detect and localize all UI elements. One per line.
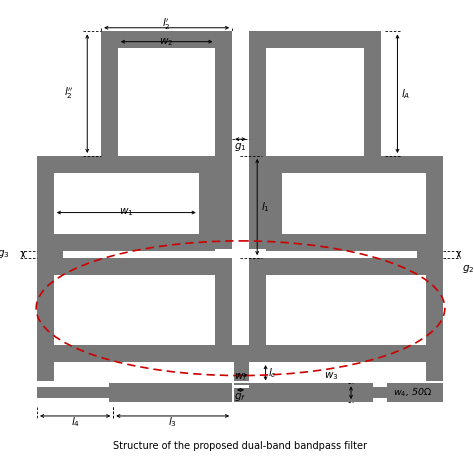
- Bar: [265, 156, 443, 251]
- Text: $l_1$: $l_1$: [261, 200, 270, 214]
- Bar: [417, 251, 443, 258]
- Text: $g_2$: $g_2$: [462, 263, 474, 275]
- Bar: [37, 258, 54, 362]
- Text: $l_c$: $l_c$: [268, 366, 277, 380]
- Bar: [37, 345, 232, 362]
- Bar: [249, 258, 443, 275]
- Bar: [37, 362, 54, 380]
- Text: Structure of the proposed dual-band bandpass filter: Structure of the proposed dual-band band…: [113, 441, 367, 451]
- Text: $l_2'$: $l_2'$: [162, 16, 171, 32]
- Text: $l_2''$: $l_2''$: [64, 86, 73, 101]
- Bar: [234, 380, 249, 383]
- Text: $l_4$: $l_4$: [71, 416, 80, 429]
- Bar: [37, 258, 232, 275]
- Text: $g_1$: $g_1$: [234, 141, 247, 152]
- Bar: [369, 387, 389, 399]
- Bar: [232, 345, 265, 362]
- Text: $l_3$: $l_3$: [168, 416, 177, 429]
- Bar: [113, 383, 232, 402]
- Bar: [215, 31, 232, 156]
- Text: $w_2$: $w_2$: [159, 36, 174, 48]
- Bar: [249, 383, 374, 402]
- Text: $w_f$: $w_f$: [235, 371, 248, 383]
- Bar: [283, 172, 426, 234]
- Text: $w_4$, 50$\Omega$: $w_4$, 50$\Omega$: [392, 387, 432, 399]
- Bar: [249, 31, 265, 156]
- Bar: [215, 156, 232, 249]
- Bar: [249, 156, 265, 249]
- Bar: [249, 258, 265, 362]
- Bar: [387, 383, 443, 402]
- Bar: [426, 258, 443, 362]
- Bar: [37, 156, 215, 251]
- Bar: [265, 275, 426, 345]
- Bar: [54, 172, 199, 234]
- Bar: [249, 345, 443, 362]
- Bar: [234, 388, 249, 402]
- Text: $w_3$: $w_3$: [324, 370, 339, 382]
- Bar: [426, 362, 443, 380]
- Bar: [215, 258, 232, 362]
- Text: $l_A$: $l_A$: [401, 87, 410, 101]
- Bar: [37, 387, 130, 399]
- Bar: [364, 31, 381, 156]
- Bar: [234, 362, 249, 385]
- Bar: [37, 251, 63, 258]
- Bar: [249, 31, 381, 48]
- Bar: [54, 275, 215, 345]
- Bar: [101, 31, 232, 48]
- Bar: [101, 31, 118, 156]
- Bar: [215, 258, 232, 362]
- Text: $w_1$: $w_1$: [119, 207, 134, 218]
- Text: $g_f$: $g_f$: [235, 391, 246, 403]
- Bar: [109, 383, 125, 402]
- Text: $g_3$: $g_3$: [0, 248, 10, 260]
